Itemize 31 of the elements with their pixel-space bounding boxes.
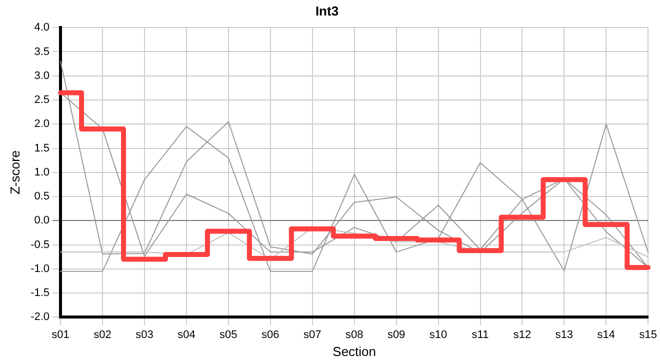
y-tick-label: 0.0 <box>34 214 50 227</box>
y-tick-label: 3.0 <box>34 70 50 82</box>
x-tick-label: s07 <box>304 328 322 341</box>
x-tick-label: s10 <box>429 328 448 341</box>
y-tick-label: -1.0 <box>30 262 50 275</box>
y-tick-label: 1.0 <box>34 166 50 178</box>
x-tick-label: s03 <box>136 328 154 341</box>
x-tick-label: s14 <box>597 328 616 341</box>
x-tick-label: s04 <box>178 328 196 341</box>
x-tick-label: s12 <box>513 328 532 341</box>
x-tick-label: s09 <box>387 328 406 341</box>
x-axis-title: Section <box>332 344 376 359</box>
y-tick-label: -0.5 <box>30 238 50 251</box>
y-axis-title: Z-score <box>7 150 22 194</box>
y-tick-label: -2.0 <box>30 311 50 324</box>
y-tick-label: 1.5 <box>34 142 50 154</box>
y-tick-label: 0.5 <box>34 190 50 203</box>
x-tick-label: s05 <box>220 328 238 341</box>
x-tick-label: s06 <box>262 328 280 341</box>
x-tick-label: s01 <box>52 328 70 341</box>
x-tick-label: s11 <box>472 328 489 341</box>
x-tick-label: s08 <box>345 328 364 341</box>
chart-title: Int3 <box>315 3 339 18</box>
y-tick-label: 3.5 <box>34 46 50 58</box>
x-tick-label: s02 <box>94 328 112 341</box>
y-tick-label: -1.5 <box>30 287 50 300</box>
x-tick-label: s13 <box>555 328 574 341</box>
y-tick-label: 2.0 <box>34 118 50 130</box>
y-tick-label: 4.0 <box>34 22 50 34</box>
x-tick-label: s15 <box>639 328 658 341</box>
y-tick-label: 2.5 <box>34 94 50 106</box>
